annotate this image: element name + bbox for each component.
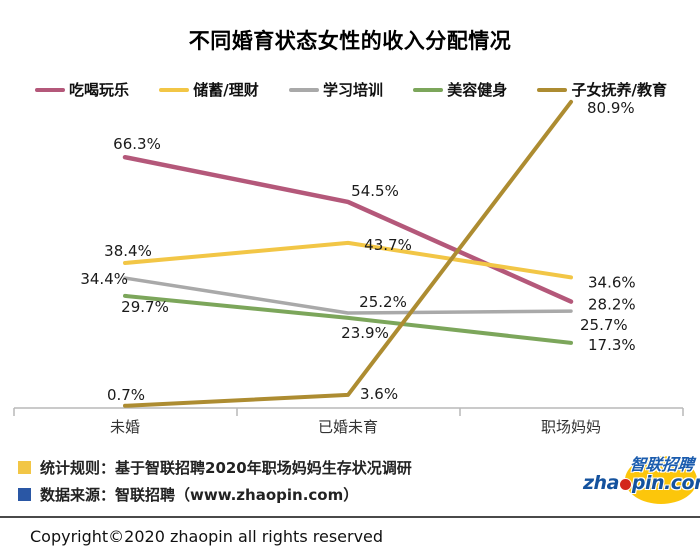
legend-item-0: 吃喝玩乐 bbox=[35, 79, 129, 100]
legend-label: 美容健身 bbox=[447, 81, 508, 99]
data-label: 17.3% bbox=[588, 336, 636, 354]
series-line-3 bbox=[123, 293, 573, 345]
data-label: 54.5% bbox=[351, 182, 399, 200]
x-axis-label: 已婚未育 bbox=[318, 418, 378, 436]
legend-line-swatch bbox=[537, 87, 568, 92]
legend-label: 储蓄/理财 bbox=[193, 81, 259, 99]
legend-line-swatch bbox=[35, 87, 65, 92]
data-label: 34.6% bbox=[588, 273, 636, 291]
note-text: 数据来源：智联招聘（www.zhaopin.com） bbox=[40, 485, 359, 504]
note-row-1: 数据来源：智联招聘（www.zhaopin.com） bbox=[18, 485, 412, 504]
data-label: 28.2% bbox=[588, 296, 636, 314]
chart-legend: 吃喝玩乐 储蓄/理财 学习培训 美容健身 子女抚养/教育 bbox=[35, 79, 667, 100]
note-bullet-icon bbox=[18, 487, 31, 501]
copyright-text: Copyright©2020 zhaopin all rights reserv… bbox=[30, 527, 384, 546]
logo-ellipse-shape bbox=[625, 456, 697, 504]
legend-label: 子女抚养/教育 bbox=[571, 81, 667, 99]
data-label: 66.3% bbox=[113, 135, 161, 153]
x-axis-label: 未婚 bbox=[110, 418, 140, 436]
legend-line-swatch bbox=[159, 87, 190, 92]
legend-item-3: 美容健身 bbox=[413, 79, 507, 100]
data-label: 80.9% bbox=[587, 99, 635, 117]
logo-domain-text: zha pin.com bbox=[583, 472, 700, 494]
logo-text-right: pin.com bbox=[631, 472, 700, 494]
x-axis-label: 职场妈妈 bbox=[541, 418, 601, 436]
note-bullet-icon bbox=[18, 460, 31, 474]
legend-label: 吃喝玩乐 bbox=[69, 81, 130, 99]
series-line-2 bbox=[123, 276, 573, 315]
footer-divider bbox=[0, 516, 700, 518]
series-line-1 bbox=[123, 240, 573, 280]
series-line-4 bbox=[123, 99, 573, 408]
line-chart: 未婚 已婚未育 职场妈妈 66.3% 54.5% 28.2% 38.4% 43.7% 34.6%… bbox=[13, 99, 684, 436]
data-label: 38.4% bbox=[104, 242, 152, 260]
legend-label: 学习培训 bbox=[322, 81, 383, 99]
data-label: 25.7% bbox=[580, 316, 628, 334]
legend-line-swatch bbox=[413, 87, 444, 92]
data-label: 29.7% bbox=[121, 298, 169, 316]
data-label: 43.7% bbox=[364, 236, 412, 254]
data-label: 34.4% bbox=[80, 270, 128, 288]
legend-item-2: 学习培训 bbox=[288, 79, 383, 100]
logo-text-left: zha bbox=[583, 472, 619, 494]
data-label: 0.7% bbox=[107, 386, 145, 404]
legend-line-swatch bbox=[288, 87, 319, 92]
legend-item-1: 储蓄/理财 bbox=[159, 79, 259, 100]
data-label: 25.2% bbox=[359, 293, 407, 311]
chart-title: 不同婚育状态女性的收入分配情况 bbox=[188, 29, 512, 53]
note-text: 统计规则：基于智联招聘2020年职场妈妈生存状况调研 bbox=[40, 458, 412, 477]
logo-red-dot-icon bbox=[619, 479, 631, 490]
legend-item-4: 子女抚养/教育 bbox=[537, 79, 667, 100]
footer-notes: 统计规则：基于智联招聘2020年职场妈妈生存状况调研 数据来源：智联招聘（www.… bbox=[18, 459, 412, 513]
series-line-0 bbox=[122, 154, 574, 304]
data-label: 3.6% bbox=[360, 385, 398, 403]
data-label: 23.9% bbox=[341, 324, 389, 342]
note-row-0: 统计规则：基于智联招聘2020年职场妈妈生存状况调研 bbox=[18, 458, 412, 477]
